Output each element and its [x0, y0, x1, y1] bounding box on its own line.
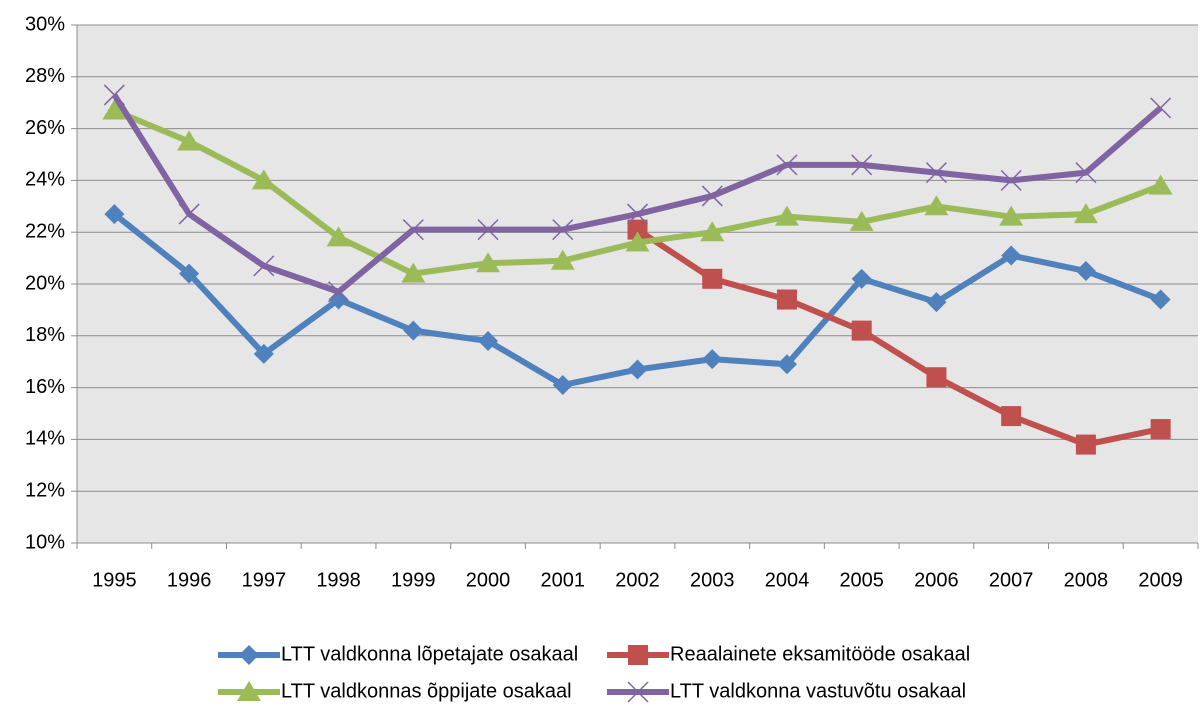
y-tick-label: 30% — [25, 13, 65, 35]
marker — [626, 203, 649, 225]
marker — [925, 162, 947, 184]
marker — [179, 263, 200, 284]
legend-label: Reaalainete eksamitööde osakaal — [670, 643, 970, 665]
marker — [177, 130, 202, 151]
marker — [401, 262, 426, 283]
marker — [926, 292, 947, 313]
y-tick-label: 20% — [25, 272, 65, 294]
marker — [239, 645, 259, 665]
marker — [328, 289, 349, 310]
y-tick-label: 22% — [25, 220, 65, 242]
marker — [851, 154, 873, 176]
marker — [103, 84, 125, 106]
marker — [700, 221, 725, 242]
marker — [253, 343, 274, 364]
marker — [1073, 203, 1098, 224]
marker — [478, 330, 499, 351]
marker — [926, 367, 947, 388]
marker — [237, 681, 261, 701]
marker — [552, 375, 573, 396]
marker — [776, 289, 797, 310]
legend-label: LTT valdkonna lõpetajate osakaal — [281, 643, 578, 665]
series-line — [635, 227, 1162, 448]
marker — [628, 645, 648, 665]
marker — [550, 249, 575, 270]
marker — [102, 99, 127, 120]
marker — [1001, 245, 1022, 266]
marker — [774, 205, 799, 226]
marker — [851, 320, 872, 341]
marker — [701, 185, 723, 207]
x-tick-label: 2008 — [1064, 569, 1109, 591]
marker — [1000, 169, 1022, 191]
marker — [104, 204, 125, 225]
marker — [476, 252, 501, 273]
marker — [1001, 406, 1022, 427]
marker — [924, 195, 949, 216]
y-tick-label: 18% — [25, 324, 65, 346]
x-tick-label: 1997 — [242, 569, 287, 591]
marker — [702, 268, 723, 289]
x-tick-label: 2002 — [615, 569, 660, 591]
y-tick-label: 26% — [25, 117, 65, 139]
marker — [851, 268, 872, 289]
marker — [849, 210, 874, 231]
marker — [1075, 434, 1096, 455]
marker — [1150, 97, 1172, 119]
marker — [326, 226, 351, 247]
marker — [776, 354, 797, 375]
x-tick-label: 1995 — [92, 569, 137, 591]
marker — [552, 219, 574, 241]
marker — [999, 205, 1024, 226]
marker — [253, 255, 275, 277]
marker — [251, 169, 276, 190]
y-tick-label: 16% — [25, 376, 65, 398]
marker — [627, 219, 648, 240]
x-tick-label: 2005 — [839, 569, 884, 591]
x-tick-label: 2001 — [541, 569, 586, 591]
x-tick-label: 2009 — [1138, 569, 1183, 591]
x-tick-label: 1996 — [167, 569, 212, 591]
x-tick-label: 2006 — [914, 569, 959, 591]
y-tick-label: 10% — [25, 531, 65, 553]
marker — [702, 349, 723, 370]
x-tick-label: 2003 — [690, 569, 735, 591]
marker — [1150, 419, 1171, 440]
y-tick-label: 14% — [25, 428, 65, 450]
x-tick-label: 1999 — [391, 569, 436, 591]
marker — [178, 203, 200, 225]
legend-label: LTT valdkonna vastuvõtu osakaal — [670, 680, 966, 702]
legend-label: LTT valdkonnas õppijate osakaal — [281, 680, 572, 702]
x-tick-label: 2004 — [765, 569, 810, 591]
marker — [627, 681, 649, 703]
y-tick-label: 12% — [25, 479, 65, 501]
marker — [477, 219, 499, 241]
marker — [627, 359, 648, 380]
y-tick-label: 24% — [25, 169, 65, 191]
marker — [1148, 174, 1173, 195]
x-tick-label: 2007 — [989, 569, 1034, 591]
marker — [403, 320, 424, 341]
y-tick-label: 28% — [25, 65, 65, 87]
marker — [776, 154, 798, 176]
marker — [625, 231, 650, 252]
marker — [328, 281, 350, 303]
x-tick-label: 2000 — [466, 569, 511, 591]
marker — [402, 219, 424, 241]
marker — [1075, 162, 1097, 184]
x-tick-label: 1998 — [316, 569, 361, 591]
marker — [1150, 289, 1171, 310]
marker — [1075, 261, 1096, 282]
